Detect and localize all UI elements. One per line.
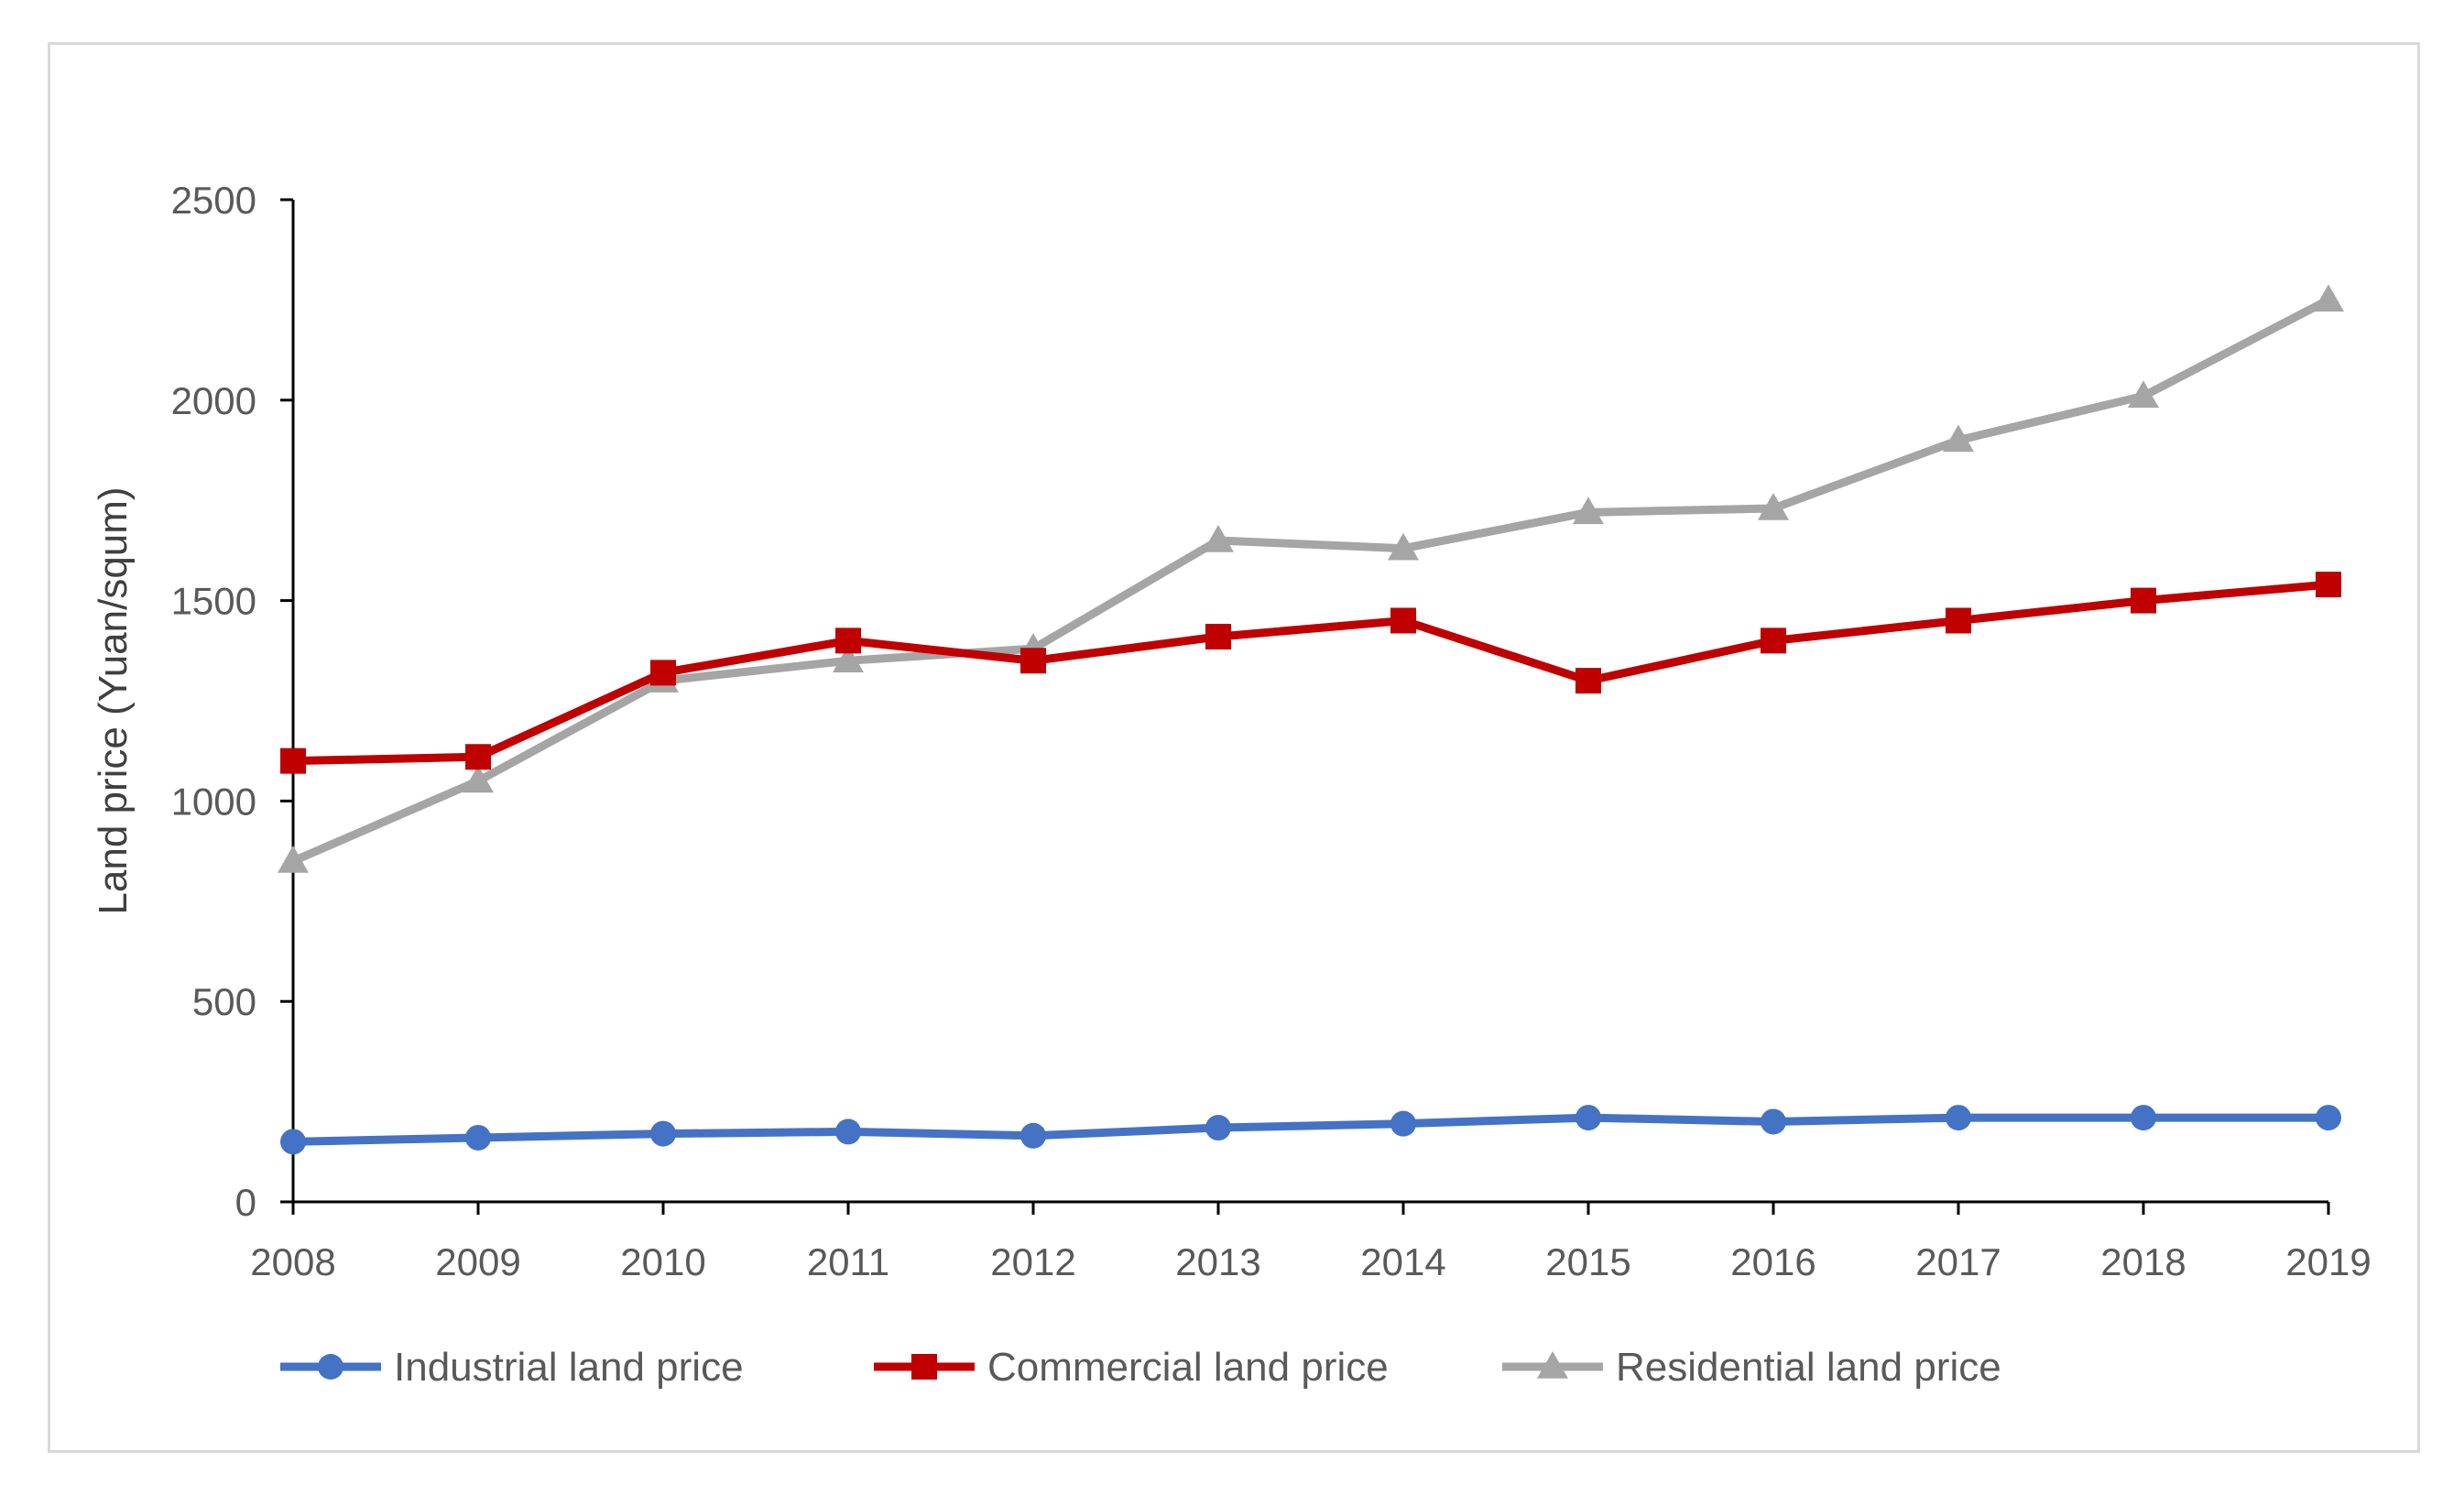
data-point <box>1390 1110 1416 1137</box>
y-tick-label: 0 <box>235 1181 256 1224</box>
x-tick-label: 2008 <box>250 1240 335 1283</box>
data-point <box>1575 1105 1601 1131</box>
legend: Industrial land price Commercial land pri… <box>280 1345 2001 1390</box>
data-point <box>1575 668 1601 694</box>
x-tick-label: 2016 <box>1730 1240 1815 1283</box>
x-tick-labels: 2008 2009 2010 2011 2012 2013 2014 2015 2016 2017… <box>250 1240 2371 1283</box>
data-point <box>280 1129 306 1155</box>
data-point <box>1573 497 1604 525</box>
legend-swatch-marker <box>318 1354 343 1380</box>
y-tick-label: 1500 <box>171 580 256 623</box>
series-line <box>289 295 2333 866</box>
data-point <box>1761 1108 1786 1135</box>
data-point <box>1758 492 1789 520</box>
legend-swatch-marker <box>911 1354 937 1380</box>
legend-label: Commercial land price <box>987 1345 1389 1390</box>
series-line <box>289 580 2333 766</box>
x-tick-label: 2011 <box>807 1240 889 1283</box>
x-tick-label: 2019 <box>2285 1240 2371 1283</box>
data-point <box>833 645 864 672</box>
legend-swatch-marker <box>1537 1351 1568 1379</box>
data-point <box>278 846 309 873</box>
legend-label: Industrial land price <box>394 1345 744 1390</box>
data-point <box>2131 1105 2156 1131</box>
x-tick-label: 2014 <box>1360 1240 1445 1283</box>
series-residential <box>278 284 2344 873</box>
data-point <box>465 1124 491 1151</box>
data-point <box>2316 1105 2341 1131</box>
y-tick-label: 1000 <box>171 780 256 823</box>
data-point <box>1205 623 1231 649</box>
data-point <box>1020 648 1046 674</box>
data-point <box>1388 532 1419 561</box>
legend-item: Commercial land price <box>874 1345 1389 1390</box>
legend-item: Industrial land price <box>280 1345 744 1390</box>
x-tick-label: 2013 <box>1175 1240 1260 1283</box>
data-point <box>1205 1115 1231 1141</box>
series-group <box>278 284 2344 1155</box>
data-point <box>2128 380 2159 409</box>
data-point <box>650 660 676 686</box>
data-point <box>835 627 861 654</box>
legend-label: Residential land price <box>1616 1345 2001 1390</box>
data-point <box>835 1119 861 1145</box>
x-tick-label: 2009 <box>435 1240 520 1283</box>
data-point <box>650 1120 676 1147</box>
data-point <box>1390 607 1416 634</box>
series-commercial <box>280 572 2341 774</box>
y-axis-title: Land price (Yuan/squm) <box>91 486 136 914</box>
data-point <box>1946 1105 1971 1131</box>
data-point <box>2131 587 2156 614</box>
series-industrial <box>280 1105 2341 1155</box>
data-point <box>2316 572 2341 598</box>
data-point <box>280 748 306 774</box>
data-point <box>465 744 491 770</box>
x-tick-label: 2012 <box>990 1240 1075 1283</box>
y-tick-label: 2500 <box>171 179 256 222</box>
x-tick-label: 2010 <box>620 1240 705 1283</box>
y-tick-labels: 0 500 1000 1500 2000 2500 <box>171 179 256 1224</box>
legend-item: Residential land price <box>1502 1345 2001 1390</box>
data-point <box>1946 607 1971 634</box>
y-tick-label: 500 <box>192 980 256 1023</box>
data-point <box>2313 284 2344 312</box>
data-point <box>1203 524 1234 552</box>
chart-frame <box>48 42 2420 1453</box>
data-point <box>1943 424 1974 453</box>
data-point <box>1761 627 1786 654</box>
series-line <box>289 1113 2333 1146</box>
data-point <box>463 765 494 793</box>
axes <box>280 198 2330 1215</box>
x-tick-label: 2017 <box>1915 1240 2001 1283</box>
x-tick-label: 2015 <box>1545 1240 1630 1283</box>
y-tick-label: 2000 <box>171 379 256 422</box>
x-tick-label: 2018 <box>2100 1240 2186 1283</box>
data-point <box>1020 1122 1046 1149</box>
